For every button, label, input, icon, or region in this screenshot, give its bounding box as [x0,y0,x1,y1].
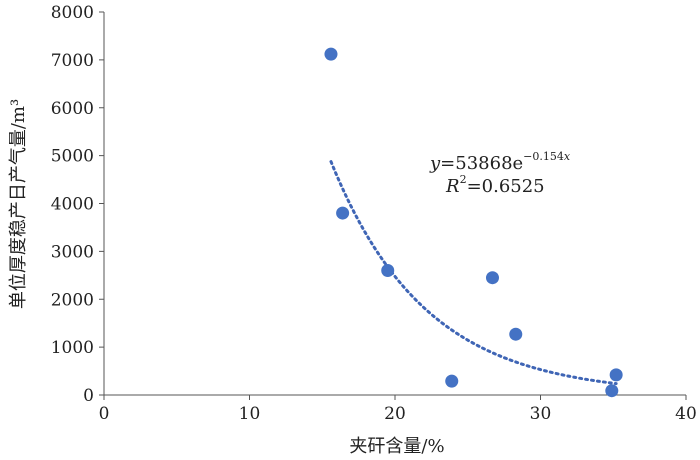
data-point [609,368,623,382]
axes: 0 10 20 30 40 0 1000 2000 3000 4000 5000 6000 7000 8… [51,3,697,424]
r2-value: =0.6525 [467,176,545,197]
y-tick-label: 5000 [51,147,94,167]
y-tick-label: 1000 [51,338,94,358]
r2-superscript: 2 [460,173,467,186]
x-axis-label: 夹矸含量/% [349,436,444,457]
r-squared: R2=0.6525 [445,173,545,197]
x-tick-label: 0 [99,404,110,424]
trendline-equation: y=53868e−0.154x [429,150,571,174]
data-point [336,206,350,220]
y-tick-label: 8000 [51,3,94,23]
data-point [485,271,499,285]
y-tick-label: 6000 [51,99,94,119]
data-point [381,264,395,278]
y-tick-label: 3000 [51,242,94,262]
equation-exponent: −0.154 [523,150,564,163]
data-point [509,327,523,341]
y-tick-label: 0 [83,386,94,406]
x-tick-label: 10 [239,404,261,424]
equation-y: y [429,153,441,174]
data-point [324,47,338,61]
trendline [329,160,618,386]
data-points [324,47,623,398]
r2-label: R [445,176,460,197]
y-tick-label: 7000 [51,51,94,71]
y-tick-label: 2000 [51,290,94,310]
y-ticks: 0 1000 2000 3000 4000 5000 6000 7000 8000 [51,3,104,406]
equation-base: =53868e [440,153,523,174]
x-tick-label: 20 [384,404,406,424]
data-point [605,384,619,398]
x-ticks: 0 10 20 30 40 [99,395,697,424]
y-axis-label: 单位厚度稳产日产气量/m³ [8,99,29,309]
x-tick-label: 30 [530,404,552,424]
y-tick-label: 4000 [51,195,94,215]
equation-exponent-x: x [564,150,571,163]
data-point [445,374,459,388]
x-tick-label: 40 [675,404,697,424]
